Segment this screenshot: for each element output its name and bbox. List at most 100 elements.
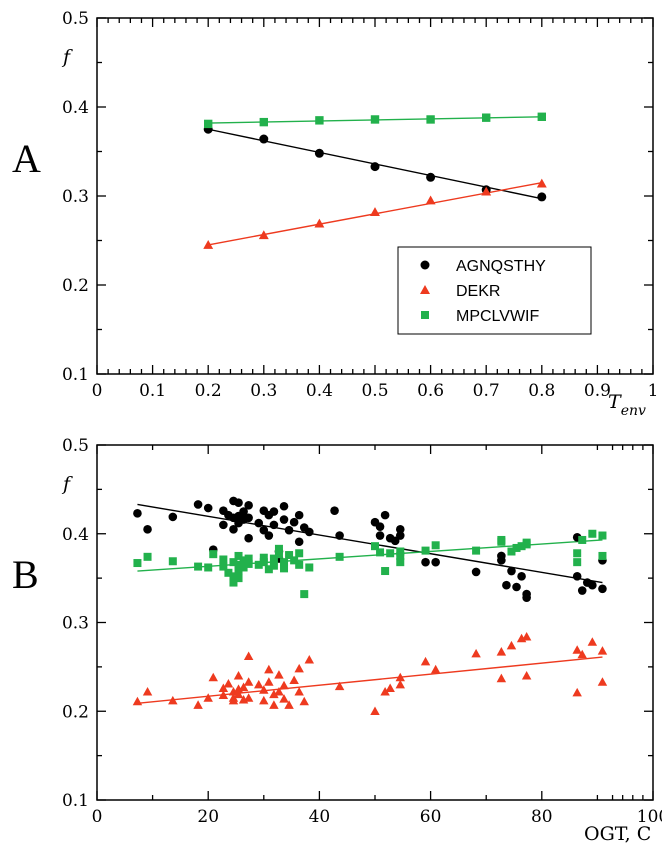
- agnqsthy-point: [269, 520, 279, 530]
- agnqsthy-point: [259, 134, 269, 144]
- agnqsthy-point: [244, 501, 253, 510]
- panel-a-markers: [203, 112, 547, 249]
- panel-b-markers: [132, 496, 608, 716]
- mpclvwif-point: [482, 113, 491, 122]
- x-tick-label: 0.9: [584, 381, 611, 401]
- panel-b-x-axis-title: OGT, C: [584, 823, 651, 845]
- dekr-point: [203, 693, 213, 702]
- panel-a-plot-frame: [96, 17, 654, 375]
- agnqsthy-point: [507, 566, 516, 576]
- mpclvwif-point: [274, 544, 283, 553]
- mpclvwif-point: [219, 555, 228, 564]
- mpclvwif-point: [204, 563, 213, 572]
- panel-b-letter: B: [12, 552, 39, 597]
- agnqsthy-point: [244, 533, 253, 543]
- dekr-point: [218, 683, 229, 692]
- dekr-point: [299, 696, 309, 706]
- mpclvwif-point: [537, 112, 546, 121]
- dekr-point: [471, 648, 481, 658]
- agnqsthy-point: [598, 584, 607, 594]
- mpclvwif-point: [507, 547, 516, 556]
- dekr-point: [420, 656, 431, 666]
- y-tick-label: 0.4: [62, 525, 89, 545]
- mpclvwif-point: [371, 542, 379, 551]
- mpclvwif-point: [264, 565, 273, 574]
- legend-agnqsthy-marker: [420, 260, 430, 270]
- agnqsthy-point: [517, 572, 526, 581]
- panel-b: B 0 20 40 60 80 100 0.1 0.2 0.3 0.4 0.5 f OGT, C: [12, 436, 662, 845]
- dekr-point: [481, 186, 492, 196]
- agnqsthy-point: [193, 500, 203, 509]
- panel-a-x-axis-title-main: T: [608, 391, 622, 413]
- dekr-point: [274, 686, 284, 696]
- agnqsthy-point: [234, 498, 243, 507]
- dekr-point: [496, 673, 507, 683]
- dekr-point: [203, 240, 214, 249]
- dekr-point: [238, 682, 249, 692]
- mpclvwif-point: [143, 552, 152, 561]
- dekr-point: [430, 664, 441, 674]
- mpclvwif-point: [219, 562, 228, 571]
- dekr-point: [243, 677, 254, 686]
- dekr-point: [380, 686, 390, 696]
- x-tick-label: 0: [92, 381, 103, 401]
- mpclvwif-point: [290, 556, 299, 565]
- dekr-point: [208, 672, 218, 682]
- dekr-point: [536, 178, 547, 188]
- x-tick-label: 0.5: [361, 381, 388, 401]
- dekr-point: [304, 655, 315, 664]
- mpclvwif-point: [244, 554, 253, 563]
- mpclvwif-point: [517, 542, 526, 551]
- mpclvwif-point: [234, 574, 243, 583]
- panel-a-letter: A: [12, 136, 41, 181]
- dekr-point: [587, 637, 598, 646]
- dekr-point: [279, 694, 289, 703]
- y-tick-label: 0.3: [62, 187, 89, 207]
- dekr-point: [597, 646, 608, 655]
- mpclvwif-point: [244, 559, 253, 568]
- mpclvwif-point: [396, 558, 405, 567]
- y-tick-label: 0.1: [62, 791, 89, 811]
- mpclvwif-point: [295, 549, 304, 558]
- dekr-point: [228, 695, 239, 705]
- mpclvwif-point: [280, 558, 289, 567]
- dekr-point: [279, 680, 289, 690]
- y-tick-label: 0.5: [62, 9, 89, 29]
- mpclvwif-point: [229, 572, 238, 581]
- x-tick-label: 40: [309, 807, 331, 827]
- dekr-point: [314, 218, 325, 228]
- mpclvwif-point: [259, 553, 268, 562]
- dekr-point: [269, 700, 279, 709]
- panel-a-x-axis-title-subscript: env: [621, 403, 646, 419]
- mpclvwif-point: [315, 116, 324, 125]
- dekr-point: [334, 681, 345, 691]
- agnqsthy-point: [426, 172, 436, 182]
- dekr-point: [521, 671, 532, 680]
- x-tick-label: 100: [637, 807, 662, 827]
- agnqsthy-point: [572, 572, 582, 581]
- agnqsthy-point: [284, 525, 294, 535]
- panel-a-fit-lines: [208, 116, 542, 246]
- dekr-point: [259, 685, 269, 694]
- mpclvwif-point: [194, 562, 203, 571]
- dekr-point: [233, 689, 244, 699]
- mpclvwif-point: [512, 543, 521, 552]
- mpclvwif-point: [229, 558, 238, 567]
- agnqsthy-point: [471, 567, 481, 577]
- mpclvwif-point: [396, 547, 405, 556]
- agnqsthy-point: [370, 162, 380, 172]
- mpclvwif-point: [300, 590, 309, 599]
- x-tick-label: 0.3: [250, 381, 277, 401]
- x-tick-label: 0.6: [417, 381, 444, 401]
- legend-agnqsthy-label: AGNQSTHY: [456, 258, 546, 275]
- dekr-point: [597, 677, 608, 686]
- x-tick-label: 0.8: [528, 381, 555, 401]
- agnqsthy-point: [497, 556, 506, 565]
- mpclvwif-point: [573, 549, 582, 558]
- dekr-point: [284, 700, 294, 709]
- agnqsthy-point: [431, 557, 440, 567]
- panel-b-y-ticks: 0.1 0.2 0.3 0.4 0.5: [62, 436, 653, 811]
- dekr-point: [228, 686, 239, 696]
- mpclvwif-point: [280, 564, 289, 573]
